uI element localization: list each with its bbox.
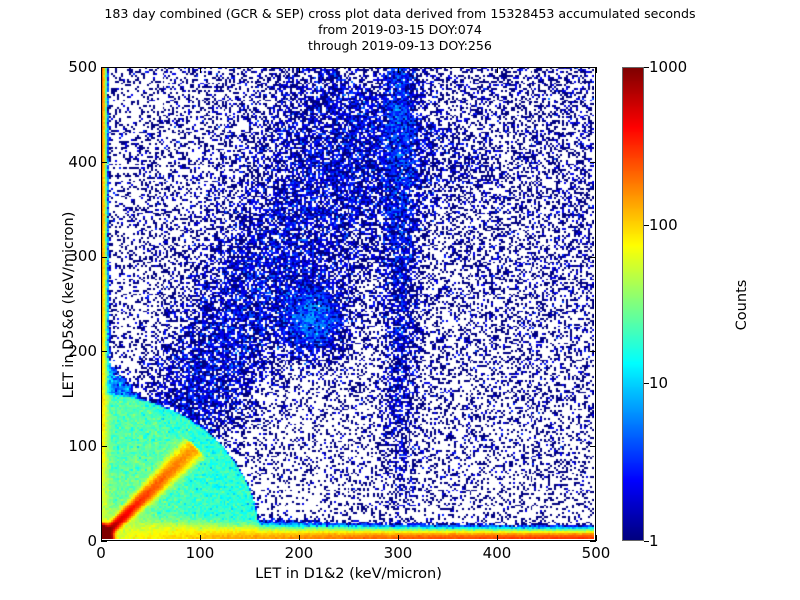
- y-axis-title: LET in D5&6 (keV/micron): [61, 211, 77, 399]
- y-tick-label-200: 200: [68, 342, 97, 360]
- x-tick-100: [200, 535, 201, 541]
- colorbar-title: Counts: [734, 279, 750, 331]
- colorbar-label-1: 1: [649, 532, 659, 550]
- heatmap-scatter-layer: [102, 68, 594, 539]
- y-tick-right-400: [590, 162, 596, 163]
- y-tick-right-0: [590, 541, 596, 542]
- x-tick-top-300: [398, 67, 399, 73]
- x-tick-400: [497, 535, 498, 541]
- y-tick-label-500: 500: [68, 58, 97, 76]
- x-tick-label-100: 100: [185, 544, 215, 562]
- colorbar-label-1000: 1000: [649, 58, 688, 76]
- y-tick-400: [101, 162, 107, 163]
- chart-title-line-3: through 2019-09-13 DOY:256: [308, 38, 492, 53]
- y-tick-200: [101, 351, 107, 352]
- y-tick-label-400: 400: [68, 153, 97, 171]
- y-tick-300: [101, 257, 107, 258]
- x-tick-top-200: [299, 67, 300, 73]
- colorbar-tick-1000: [644, 67, 649, 68]
- x-tick-label-500: 500: [581, 544, 611, 562]
- x-tick-200: [299, 535, 300, 541]
- y-tick-500: [101, 67, 107, 68]
- chart-title-line-2: from 2019-03-15 DOY:074: [318, 22, 482, 37]
- colorbar-label-100: 100: [649, 216, 678, 234]
- colorbar-label-10: 10: [649, 374, 669, 392]
- y-tick-right-100: [590, 446, 596, 447]
- x-axis-title: LET in D1&2 (keV/micron): [255, 566, 442, 582]
- colorbar: [622, 67, 644, 541]
- x-tick-top-500: [596, 67, 597, 73]
- colorbar-tick-100: [644, 225, 649, 226]
- chart-title: 183 day combined (GCR & SEP) cross plot …: [0, 6, 800, 54]
- x-tick-300: [398, 535, 399, 541]
- y-tick-label-100: 100: [68, 437, 97, 455]
- colorbar-gradient: [623, 68, 643, 540]
- y-tick-right-500: [590, 67, 596, 68]
- x-tick-top-400: [497, 67, 498, 73]
- x-tick-500: [596, 535, 597, 541]
- colorbar-tick-1: [644, 541, 649, 542]
- y-tick-100: [101, 446, 107, 447]
- x-tick-label-400: 400: [482, 544, 512, 562]
- x-tick-label-0: 0: [96, 544, 106, 562]
- colorbar-tick-10: [644, 383, 649, 384]
- y-tick-0: [101, 541, 107, 542]
- x-tick-label-300: 300: [383, 544, 413, 562]
- x-tick-top-0: [101, 67, 102, 73]
- y-tick-right-200: [590, 351, 596, 352]
- x-tick-0: [101, 535, 102, 541]
- y-tick-label-300: 300: [68, 247, 97, 265]
- chart-title-line-1: 183 day combined (GCR & SEP) cross plot …: [104, 6, 696, 21]
- y-tick-label-0: 0: [87, 532, 97, 550]
- plot-area: [101, 67, 596, 541]
- x-tick-label-200: 200: [284, 544, 314, 562]
- y-tick-right-300: [590, 257, 596, 258]
- x-tick-top-100: [200, 67, 201, 73]
